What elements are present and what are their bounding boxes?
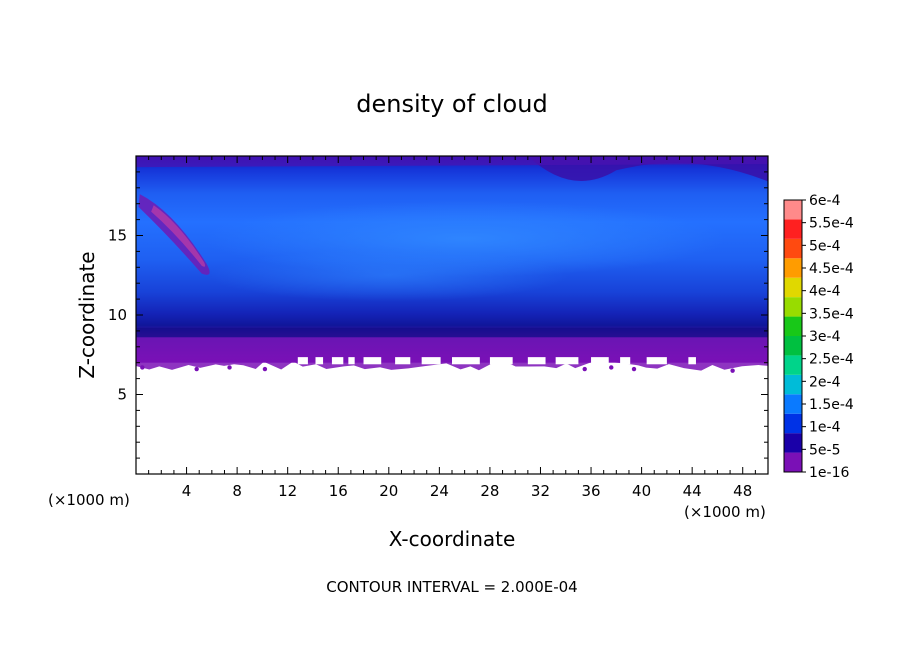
base-gap bbox=[348, 357, 355, 365]
colorbar-label: 3.5e-4 bbox=[809, 306, 854, 322]
y-tick-label: 5 bbox=[117, 386, 127, 404]
fringe-droplet bbox=[730, 368, 735, 373]
base-gap bbox=[527, 357, 546, 365]
y-axis-title: Z-coordinate bbox=[75, 251, 99, 378]
colorbar-label: 3e-4 bbox=[809, 329, 841, 345]
x-tick-label: 4 bbox=[182, 482, 192, 500]
y-tick-group: 5 10 15 bbox=[108, 171, 768, 459]
base-gap bbox=[331, 357, 344, 365]
base-gap bbox=[363, 357, 382, 365]
y-tick-label: 15 bbox=[108, 227, 127, 245]
x-tick-group: 4 8 12 16 20 24 28 32 36 40 44 48 bbox=[148, 156, 756, 500]
x-tick-label: 20 bbox=[379, 482, 398, 500]
base-gap bbox=[315, 357, 324, 365]
x-tick-label: 12 bbox=[278, 482, 297, 500]
base-gap bbox=[421, 357, 441, 365]
x-tick-label: 48 bbox=[733, 482, 752, 500]
cloud-field bbox=[136, 156, 768, 373]
colorbar-segment bbox=[784, 316, 802, 336]
colorbar-segment bbox=[784, 374, 802, 395]
colorbar-label: 5.5e-4 bbox=[809, 216, 854, 232]
base-gap bbox=[591, 357, 609, 365]
fringe-droplet bbox=[227, 365, 232, 370]
chart-title: density of cloud bbox=[356, 90, 547, 118]
y-tick-label: 10 bbox=[108, 306, 127, 324]
x-unit-label-right: (×1000 m) bbox=[684, 503, 766, 521]
colorbar-segment bbox=[784, 433, 802, 453]
fringe-droplet bbox=[194, 366, 199, 372]
base-gap bbox=[489, 357, 513, 365]
fringe-droplet bbox=[609, 365, 614, 370]
colorbar-label: 2e-4 bbox=[809, 374, 841, 390]
fringe-droplet bbox=[631, 366, 637, 372]
colorbar-segment bbox=[784, 355, 802, 375]
colorbar-label: 6e-4 bbox=[809, 193, 841, 209]
diagonal-streak-core bbox=[151, 205, 206, 267]
colorbar-segment bbox=[784, 413, 802, 434]
base-gap bbox=[620, 357, 631, 365]
base-gap bbox=[646, 357, 667, 365]
colorbar: 1e-16 5e-5 1e-4 1.5e-4 2e-4 2.5e-4 3e-4 3.5e-4 4… bbox=[783, 193, 854, 481]
colorbar-segment bbox=[784, 394, 802, 414]
colorbar-label: 4e-4 bbox=[809, 284, 841, 300]
colorbar-label: 1e-4 bbox=[809, 420, 841, 436]
colorbar-segment bbox=[784, 219, 802, 239]
colorbar-label: 2.5e-4 bbox=[809, 352, 854, 368]
colorbar-segment bbox=[784, 452, 802, 472]
x-tick-label: 44 bbox=[683, 482, 702, 500]
base-gap bbox=[297, 357, 308, 365]
colorbar-segment bbox=[784, 238, 802, 259]
x-tick-label: 32 bbox=[531, 482, 550, 500]
colorbar-segment bbox=[784, 336, 802, 356]
fringe-droplet bbox=[582, 366, 587, 372]
base-gap bbox=[555, 357, 579, 365]
colorbar-label: 4.5e-4 bbox=[809, 261, 854, 277]
top-edge-band bbox=[136, 156, 768, 168]
base-gap bbox=[452, 357, 480, 365]
x-axis-title: X-coordinate bbox=[389, 527, 516, 551]
colorbar-label: 1.5e-4 bbox=[809, 397, 854, 413]
base-gap bbox=[688, 357, 696, 365]
base-gap bbox=[395, 357, 411, 365]
cloud-core-lower bbox=[208, 249, 569, 302]
colorbar-segment bbox=[784, 277, 802, 298]
colorbar-label: 1e-16 bbox=[809, 465, 849, 481]
plot-area bbox=[135, 155, 769, 475]
fringe-droplet bbox=[262, 366, 268, 372]
colorbar-segment bbox=[784, 297, 802, 317]
colorbar-label: 5e-5 bbox=[809, 442, 840, 458]
colorbar-segment bbox=[784, 258, 802, 278]
x-tick-label: 16 bbox=[329, 482, 348, 500]
x-unit-label-left: (×1000 m) bbox=[48, 491, 130, 509]
x-tick-label: 36 bbox=[581, 482, 600, 500]
colorbar-segment bbox=[784, 200, 802, 220]
base-dark-band bbox=[136, 327, 768, 338]
fringe-droplet bbox=[140, 365, 145, 370]
x-tick-label: 40 bbox=[632, 482, 651, 500]
x-tick-label: 24 bbox=[430, 482, 449, 500]
contour-interval-note: CONTOUR INTERVAL = 2.000E-04 bbox=[326, 578, 577, 596]
colorbar-label: 5e-4 bbox=[809, 238, 841, 254]
x-tick-label: 8 bbox=[232, 482, 242, 500]
x-tick-label: 28 bbox=[480, 482, 499, 500]
